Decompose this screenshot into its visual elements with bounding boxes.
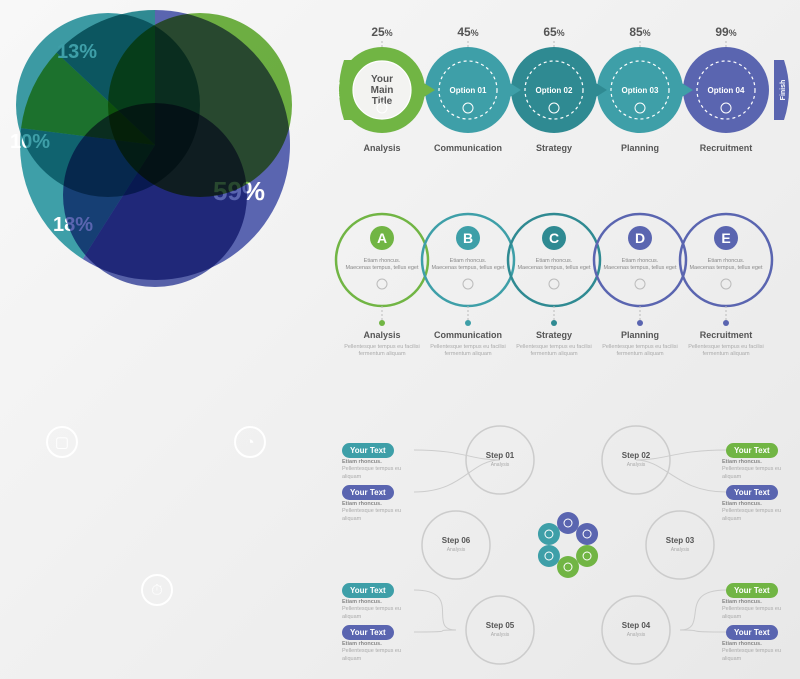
- venn-circle: [63, 103, 247, 287]
- ring-dot: [637, 320, 643, 326]
- canvas: 59%18%10%13% StartFinishYourMainTitleOpt…: [0, 0, 800, 679]
- flow-tag: Your Text: [726, 625, 778, 640]
- svg-text:Analysis: Analysis: [671, 547, 690, 553]
- svg-text:Etiam rhoncus.: Etiam rhoncus.: [364, 258, 401, 264]
- rings-diagram: AEtiam rhoncus.Maecenas tempus, tellus e…: [332, 205, 800, 405]
- svg-text:Step 05: Step 05: [486, 621, 515, 630]
- flow-text: Etiam rhoncus.Pellentesque tempus eu ali…: [342, 641, 420, 663]
- flow-text: Etiam rhoncus.Pellentesque tempus eu ali…: [722, 501, 800, 523]
- venn-icon: ◔: [234, 426, 266, 458]
- chain-caption: Recruitment: [681, 143, 771, 153]
- svg-text:E: E: [721, 230, 730, 246]
- chain-caption: Communication: [423, 143, 513, 153]
- svg-text:Etiam rhoncus.: Etiam rhoncus.: [622, 258, 659, 264]
- svg-text:Maecenas tempus, tellus eget: Maecenas tempus, tellus eget: [345, 265, 419, 271]
- ring-dot: [551, 320, 557, 326]
- ring-label: Planning: [595, 330, 685, 340]
- svg-text:Step 04: Step 04: [622, 621, 651, 630]
- svg-text:Step 06: Step 06: [442, 536, 471, 545]
- svg-text:D: D: [635, 230, 645, 246]
- flow-text: Etiam rhoncus.Pellentesque tempus eu ali…: [722, 599, 800, 621]
- svg-text:Main: Main: [371, 85, 394, 96]
- ring-label: Strategy: [509, 330, 599, 340]
- flow-text: Etiam rhoncus.Pellentesque tempus eu ali…: [722, 459, 800, 481]
- flow-tag: Your Text: [342, 583, 394, 598]
- svg-text:Analysis: Analysis: [491, 462, 510, 468]
- chain-percent: 65%: [529, 25, 579, 39]
- ring-label: Communication: [423, 330, 513, 340]
- svg-text:Step 02: Step 02: [622, 451, 651, 460]
- ring-label: Analysis: [337, 330, 427, 340]
- ring-sublabel: Pellentesque tempus eu facilisi fermentu…: [340, 344, 424, 358]
- svg-text:Title: Title: [372, 96, 393, 107]
- svg-text:Your: Your: [371, 74, 393, 85]
- chain-caption: Planning: [595, 143, 685, 153]
- chain-caption: Analysis: [337, 143, 427, 153]
- svg-text:Etiam rhoncus.: Etiam rhoncus.: [536, 258, 573, 264]
- flow-tag: Your Text: [342, 625, 394, 640]
- svg-text:Step 01: Step 01: [486, 451, 515, 460]
- ring-dot: [379, 320, 385, 326]
- ring-sublabel: Pellentesque tempus eu facilisi fermentu…: [598, 344, 682, 358]
- flow-text: Etiam rhoncus.Pellentesque tempus eu ali…: [342, 501, 420, 523]
- svg-text:Etiam rhoncus.: Etiam rhoncus.: [450, 258, 487, 264]
- ring-sublabel: Pellentesque tempus eu facilisi fermentu…: [426, 344, 510, 358]
- svg-text:Maecenas tempus, tellus eget: Maecenas tempus, tellus eget: [431, 265, 505, 271]
- chain-diagram: StartFinishYourMainTitleOption 01Option …: [332, 10, 800, 210]
- flow-tag: Your Text: [726, 583, 778, 598]
- ring-dot: [465, 320, 471, 326]
- svg-text:B: B: [463, 230, 473, 246]
- flow-text: Etiam rhoncus.Pellentesque tempus eu ali…: [342, 459, 420, 481]
- venn-icon: ⏱: [141, 574, 173, 606]
- svg-text:Step 03: Step 03: [666, 536, 695, 545]
- svg-text:Analysis: Analysis: [627, 632, 646, 638]
- flow-text: Etiam rhoncus.Pellentesque tempus eu ali…: [342, 599, 420, 621]
- ring-sublabel: Pellentesque tempus eu facilisi fermentu…: [684, 344, 768, 358]
- svg-text:Analysis: Analysis: [447, 547, 466, 553]
- ring-label: Recruitment: [681, 330, 771, 340]
- svg-text:Analysis: Analysis: [491, 632, 510, 638]
- flow-tag: Your Text: [342, 485, 394, 500]
- svg-text:Maecenas tempus, tellus eget: Maecenas tempus, tellus eget: [517, 265, 591, 271]
- svg-text:Option 03: Option 03: [622, 86, 659, 95]
- svg-text:Finish: Finish: [780, 80, 787, 101]
- ring-dot: [723, 320, 729, 326]
- chain-percent: 25%: [357, 25, 407, 39]
- flow-tag: Your Text: [726, 443, 778, 458]
- chain-percent: 99%: [701, 25, 751, 39]
- flow-text: Etiam rhoncus.Pellentesque tempus eu ali…: [722, 641, 800, 663]
- svg-text:C: C: [549, 230, 559, 246]
- chain-caption: Strategy: [509, 143, 599, 153]
- svg-text:Option 01: Option 01: [450, 86, 487, 95]
- venn-icon: ▢: [46, 426, 78, 458]
- svg-text:Maecenas tempus, tellus eget: Maecenas tempus, tellus eget: [603, 265, 677, 271]
- svg-text:Etiam rhoncus.: Etiam rhoncus.: [708, 258, 745, 264]
- svg-text:Analysis: Analysis: [627, 462, 646, 468]
- svg-text:A: A: [377, 230, 387, 246]
- flow-tag: Your Text: [342, 443, 394, 458]
- svg-text:Maecenas tempus, tellus eget: Maecenas tempus, tellus eget: [689, 265, 763, 271]
- flow-tag: Your Text: [726, 485, 778, 500]
- svg-text:Option 02: Option 02: [536, 86, 573, 95]
- chain-percent: 85%: [615, 25, 665, 39]
- chain-percent: 45%: [443, 25, 493, 39]
- ring-sublabel: Pellentesque tempus eu facilisi fermentu…: [512, 344, 596, 358]
- svg-text:Option 04: Option 04: [708, 86, 745, 95]
